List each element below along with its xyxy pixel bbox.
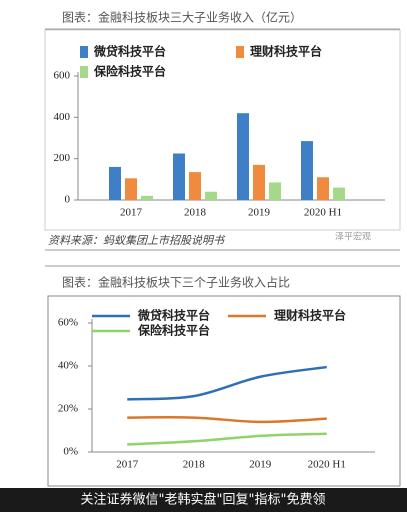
- legend-label: 理财科技平台: [250, 44, 322, 59]
- bar: [109, 166, 121, 200]
- bar: [269, 182, 281, 200]
- x-tick-label: 2019: [248, 207, 271, 219]
- bar: [125, 178, 137, 200]
- legend-label: 理财科技平台: [274, 308, 346, 323]
- x-tick-label: 2017: [116, 459, 139, 471]
- legend-swatch: [236, 46, 244, 58]
- bar: [237, 113, 249, 200]
- line: [127, 416, 327, 424]
- bar: [141, 195, 153, 200]
- bar: [333, 187, 345, 200]
- x-tick-label: 2018: [183, 459, 206, 471]
- legend-label: 微贷科技平台: [137, 308, 210, 323]
- chart-title: 图表：金融科技板块三大子业务收入（亿元）: [62, 10, 302, 25]
- y-tick-label: 600: [54, 70, 71, 82]
- bar: [189, 172, 201, 200]
- x-tick-label: 2020 H1: [308, 459, 346, 471]
- bar: [317, 177, 329, 200]
- chart-frame: [44, 29, 401, 231]
- x-tick-label: 2018: [184, 207, 207, 219]
- y-tick-label: 400: [54, 111, 71, 123]
- line: [127, 432, 327, 446]
- x-tick-label: 2017: [120, 207, 143, 219]
- y-tick-label: 20%: [58, 403, 78, 415]
- banner: [0, 488, 407, 512]
- watermark: 泽平宏观: [335, 231, 371, 243]
- bar: [205, 191, 217, 200]
- bar: [301, 141, 313, 200]
- legend-swatch: [80, 46, 88, 58]
- y-tick-label: 60%: [58, 317, 78, 329]
- bar: [253, 164, 265, 200]
- chart-title: 图表：金融科技板块下三个子业务收入占比: [62, 275, 290, 290]
- legend-label: 微贷科技平台: [93, 44, 166, 59]
- chart-frame: [47, 295, 401, 487]
- y-tick-label: 200: [54, 152, 71, 164]
- x-tick-label: 2020 H1: [304, 207, 342, 219]
- source: 资料来源：蚂蚁集团上市招股说明书: [48, 234, 226, 247]
- banner-text: 关注证券微信"老韩实盘"回复"指标"免费领: [81, 492, 326, 508]
- y-tick-label: 0%: [63, 446, 78, 458]
- y-tick-label: 0: [65, 194, 71, 206]
- legend-label: 保险科技平台: [137, 323, 210, 338]
- line: [127, 365, 327, 401]
- y-tick-label: 40%: [58, 360, 78, 372]
- legend-swatch: [80, 66, 88, 78]
- legend-label: 保险科技平台: [93, 64, 166, 79]
- x-tick-label: 2019: [249, 459, 272, 471]
- bar: [173, 153, 185, 200]
